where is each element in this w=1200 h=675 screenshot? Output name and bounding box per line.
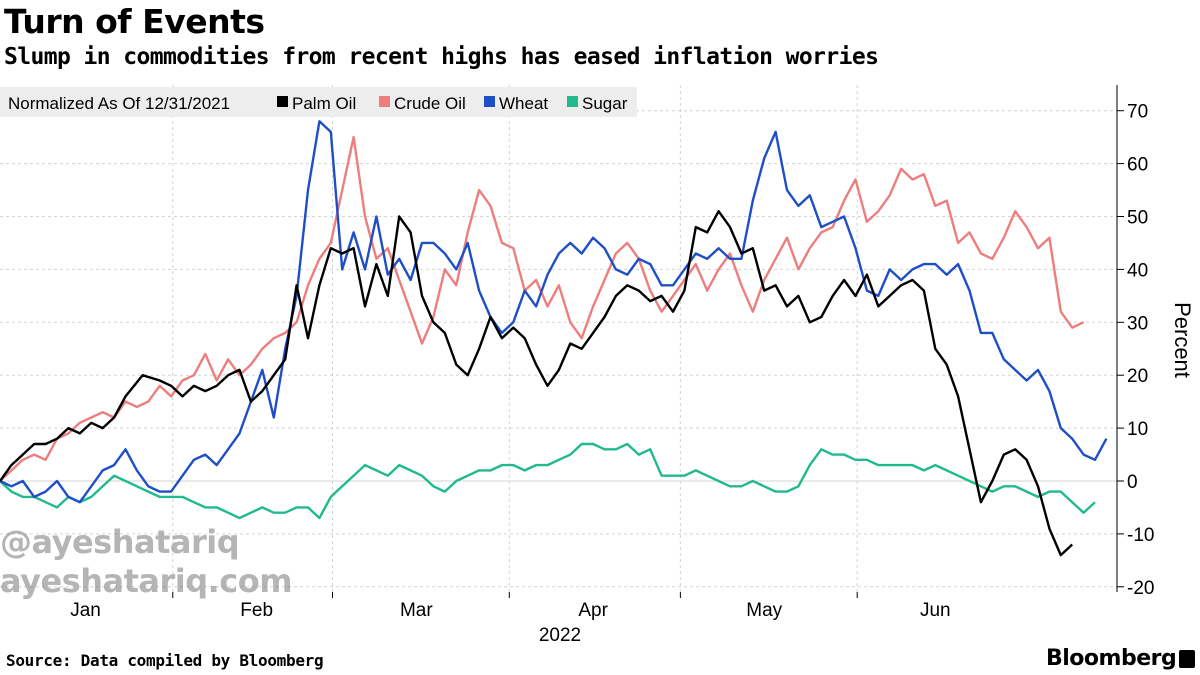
watermark-handle: @ayeshatariq bbox=[0, 523, 240, 561]
x-axis-label: 2022 bbox=[539, 625, 581, 646]
y-tick-label: 60 bbox=[1127, 155, 1148, 176]
brand-mark-icon bbox=[1179, 650, 1195, 668]
y-tick-label: 50 bbox=[1127, 208, 1148, 229]
x-tick-label: Feb bbox=[240, 600, 273, 621]
chart-subtitle: Slump in commodities from recent highs h… bbox=[4, 44, 879, 70]
y-tick-label: 0 bbox=[1127, 472, 1138, 493]
legend-box bbox=[0, 87, 637, 117]
legend-swatch bbox=[484, 96, 495, 107]
y-tick-label: 40 bbox=[1127, 260, 1148, 281]
y-tick-label: 20 bbox=[1127, 366, 1148, 387]
series-line-crude-oil bbox=[0, 135, 1085, 482]
series-line-wheat bbox=[0, 120, 1108, 504]
x-tick-label: Apr bbox=[578, 600, 608, 621]
y-tick-label: 30 bbox=[1127, 313, 1148, 334]
y-tick-label: 70 bbox=[1127, 102, 1148, 123]
brand-logo: Bloomberg bbox=[1046, 646, 1177, 671]
series-line-sugar bbox=[0, 442, 1096, 520]
legend-swatch bbox=[277, 96, 288, 107]
x-tick-label: Mar bbox=[400, 600, 433, 621]
legend-label: Crude Oil bbox=[394, 94, 466, 113]
legend-label: Wheat bbox=[499, 94, 548, 113]
y-tick-label: -20 bbox=[1127, 578, 1154, 599]
watermark-site: ayeshatariq.com bbox=[0, 562, 293, 600]
y-tick-label: 10 bbox=[1127, 419, 1148, 440]
legend-title: Normalized As Of 12/31/2021 bbox=[8, 94, 230, 113]
legend-label: Sugar bbox=[582, 94, 628, 113]
y-axis-label: Percent bbox=[1170, 302, 1195, 378]
legend-label: Palm Oil bbox=[292, 94, 356, 113]
legend-swatch bbox=[567, 96, 578, 107]
legend-swatch bbox=[379, 96, 390, 107]
x-tick-label: Jan bbox=[70, 600, 101, 621]
x-tick-label: May bbox=[746, 600, 782, 621]
x-tick-label: Jun bbox=[920, 600, 951, 621]
chart-title: Turn of Events bbox=[4, 2, 265, 41]
y-tick-label: -10 bbox=[1127, 525, 1154, 546]
series-line-palm-oil bbox=[0, 210, 1074, 557]
source-note: Source: Data compiled by Bloomberg bbox=[6, 651, 324, 670]
